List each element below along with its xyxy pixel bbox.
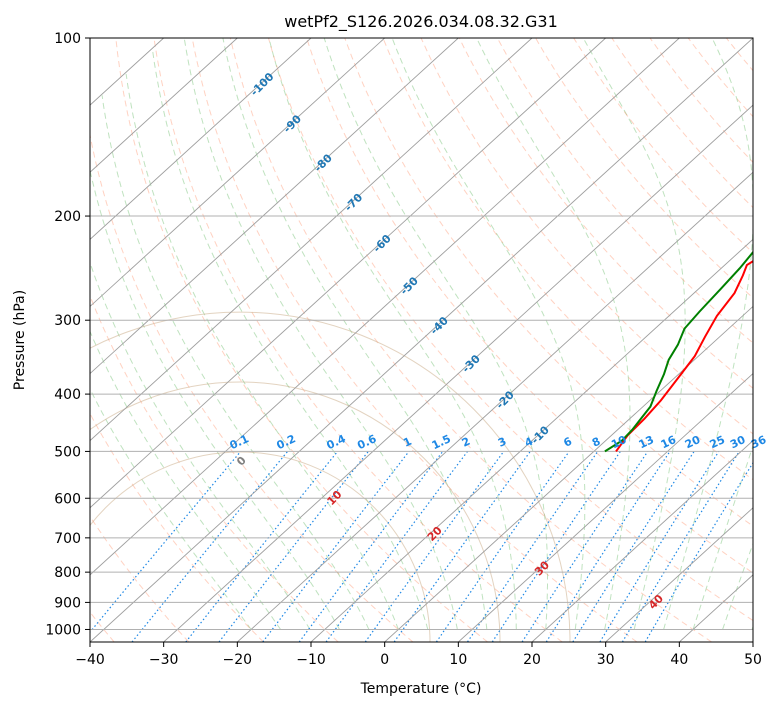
dry-adiabat-line — [115, 38, 488, 642]
x-tick-label: −40 — [75, 652, 105, 668]
y-tick-label: 700 — [54, 531, 81, 547]
x-tick-label: 50 — [744, 652, 762, 668]
background-curve-line — [90, 311, 571, 642]
moist-adiabat-line — [90, 387, 252, 630]
dry-adiabat-line — [306, 38, 753, 574]
moist-adiabat-line — [125, 73, 399, 630]
dry-adiabat-line — [90, 515, 190, 642]
chart-title: wetPf2_S126.2026.034.08.32.G31 — [284, 12, 558, 32]
x-tick-label: 20 — [523, 652, 541, 668]
moist-adiabat-line — [323, 38, 548, 630]
mixing-ratio-label: 10 — [609, 433, 629, 451]
y-tick-label: 200 — [54, 209, 81, 225]
dry-adiabat-line — [420, 38, 753, 435]
mixing-ratio-label: 30 — [728, 433, 748, 451]
isotherm-line — [90, 38, 312, 240]
x-tick-label: 30 — [597, 652, 615, 668]
dry-adiabat-line — [90, 412, 264, 642]
mixing-ratio-line — [621, 451, 740, 642]
y-tick-label: 900 — [54, 595, 81, 611]
mixing-ratio-line — [364, 451, 505, 642]
x-tick-label: 0 — [380, 652, 389, 668]
x-tick-label: 40 — [670, 652, 688, 668]
mixing-ratio-line — [491, 451, 621, 642]
y-tick-label: 800 — [54, 565, 81, 581]
moist-adiabat-line — [391, 38, 586, 630]
mixing-ratio-line — [262, 451, 410, 642]
mixing-ratio-line — [90, 451, 242, 633]
isotherm-line — [605, 507, 753, 642]
isotherm-line — [90, 38, 753, 642]
mixing-ratio-line — [572, 451, 695, 642]
dry-adiabat-line — [191, 38, 638, 642]
isotherm-line — [458, 372, 753, 642]
dry-adiabat-line — [268, 38, 753, 622]
dry-adiabat-line — [496, 38, 753, 344]
mixing-ratio-line — [298, 451, 444, 642]
mixing-ratio-line — [599, 451, 720, 642]
y-tick-label: 500 — [54, 444, 81, 460]
isotherm-line — [90, 38, 606, 509]
mixing-ratio-line — [435, 451, 570, 642]
dry-adiabat-line — [382, 38, 753, 481]
mixing-ratio-label: 36 — [749, 433, 769, 451]
x-tick-label: −30 — [149, 652, 179, 668]
mixing-ratio-line — [545, 451, 671, 642]
isotherm-line — [163, 104, 753, 642]
isotherm-line — [90, 38, 533, 442]
moist-adiabat-line — [152, 50, 429, 630]
mixing-ratio-line — [131, 451, 289, 642]
mixing-ratio-label: 16 — [659, 433, 679, 451]
moist-adiabat-line — [722, 542, 753, 630]
x-tick-label: −20 — [223, 652, 253, 668]
x-axis-label: Temperature (°C) — [360, 681, 482, 697]
isotherm-line — [90, 38, 459, 375]
y-axis-label: Pressure (hPa) — [12, 290, 28, 390]
temperature-profile-line — [615, 260, 753, 452]
moist-adiabat-line — [663, 38, 753, 630]
y-tick-label: 100 — [54, 31, 81, 47]
plot-frame — [89, 37, 754, 643]
isotherm-line — [384, 305, 753, 642]
x-tick-label: 10 — [449, 652, 467, 668]
mixing-ratio-label: 13 — [637, 433, 656, 451]
moist-adiabat-line — [582, 38, 686, 630]
isotherm-line — [90, 38, 385, 308]
mixing-ratio-line — [325, 451, 468, 642]
moist-adiabat-line — [268, 38, 517, 630]
mixing-ratio-label: 20 — [683, 433, 703, 451]
y-tick-label: 600 — [54, 491, 81, 507]
isotherm-line — [531, 440, 753, 642]
mixing-ratio-line — [185, 451, 339, 642]
background-curve-line — [90, 381, 501, 642]
y-tick-label: 400 — [54, 387, 81, 403]
dry-adiabat-line — [153, 38, 563, 642]
isotherm-line — [237, 171, 753, 642]
y-tick-label: 300 — [54, 313, 81, 329]
isotherm-line — [310, 238, 753, 642]
moist-adiabat-line — [476, 38, 631, 630]
moist-adiabat-line — [101, 95, 370, 630]
moist-adiabat-line — [692, 444, 753, 630]
mixing-ratio-line — [521, 451, 649, 642]
dry-adiabat-line — [344, 38, 753, 527]
isotherm-line — [90, 38, 238, 173]
dewpoint-profile-line — [604, 250, 753, 453]
y-tick-label: 1000 — [45, 622, 81, 638]
mixing-ratio-label: 25 — [708, 433, 727, 451]
moist-adiabat-line — [222, 38, 488, 630]
isotherm-line — [90, 38, 680, 576]
x-tick-label: −10 — [296, 652, 326, 668]
dry-adiabat-line — [229, 38, 712, 642]
mixing-ratio-line — [466, 451, 599, 642]
moist-adiabat-line — [90, 330, 282, 630]
moist-adiabat-line — [183, 38, 458, 630]
